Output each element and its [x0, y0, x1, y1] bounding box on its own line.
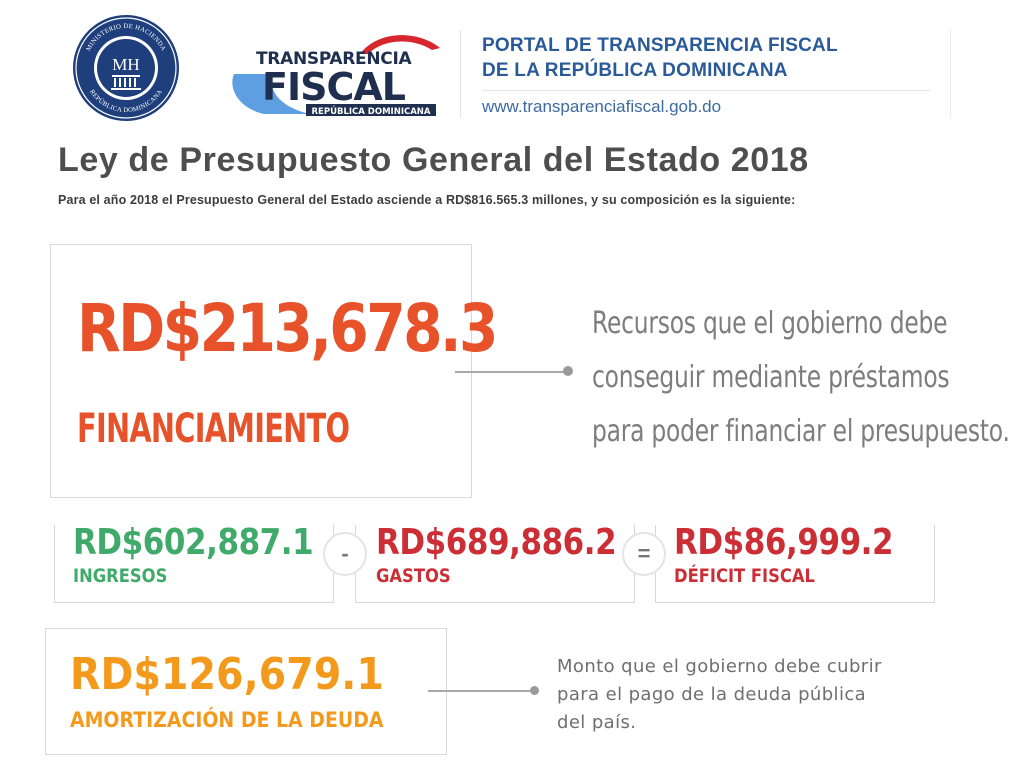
- logo-red-swoosh: [360, 35, 440, 54]
- portal-title: PORTAL DE TRANSPARENCIA FISCAL DE LA REP…: [482, 33, 942, 83]
- logo-line2: FISCAL: [262, 65, 406, 109]
- logo-blue-swoosh: [232, 74, 310, 114]
- financiamiento-description-line: para poder financiar el presupuesto.: [592, 414, 1010, 449]
- financiamiento-description-line: Recursos que el gobierno debe: [592, 306, 948, 341]
- equals-operator-icon: =: [622, 532, 666, 576]
- logo-line3: REPÚBLICA DOMINICANA: [311, 105, 430, 117]
- building-icon: [111, 75, 141, 90]
- portal-rule: [482, 90, 930, 91]
- amortizacion-description-line: Monto que el gobierno debe cubrir: [557, 656, 882, 677]
- page-title: Ley de Presupuesto General del Estado 20…: [58, 141, 809, 179]
- portal-title-line1: PORTAL DE TRANSPARENCIA FISCAL: [482, 35, 838, 56]
- amortizacion-connector-line: [428, 690, 532, 692]
- financiamiento-connector-line: [455, 371, 565, 373]
- amortizacion-card: [45, 628, 447, 755]
- ingresos-amount: RD$602,887.1: [73, 522, 314, 563]
- amortizacion-connector-dot: [530, 686, 539, 695]
- financiamiento-amount: RD$213,678.3: [77, 290, 499, 367]
- portal-url-link[interactable]: www.transparenciafiscal.gob.do: [482, 97, 722, 116]
- financiamiento-description-line: conseguir mediante préstamos: [592, 360, 950, 395]
- portal-title-line2: DE LA REPÚBLICA DOMINICANA: [482, 60, 788, 81]
- gastos-label: GASTOS: [376, 565, 451, 587]
- minus-operator-icon: -: [323, 532, 367, 576]
- amortizacion-description-line: para el pago de la deuda pública: [557, 684, 867, 705]
- logo-line1: TRANSPARENCIA: [256, 49, 413, 69]
- financiamiento-connector-dot: [563, 366, 573, 376]
- header-divider-right: [950, 30, 951, 118]
- amortizacion-label: AMORTIZACIÓN DE LA DEUDA: [70, 708, 384, 732]
- logo-bar: [306, 104, 436, 116]
- header-divider: [460, 30, 461, 118]
- financiamiento-card: [50, 244, 472, 498]
- amortizacion-amount: RD$126,679.1: [70, 649, 384, 700]
- seal-monogram: MH: [112, 55, 139, 74]
- deficit-label: DÉFICIT FISCAL: [674, 565, 815, 587]
- deficit-amount: RD$86,999.2: [674, 522, 894, 563]
- transparencia-fiscal-logo: TRANSPARENCIA FISCAL REPÚBLICA DOMINICAN…: [232, 35, 440, 117]
- gastos-amount: RD$689,886.2: [376, 522, 617, 563]
- ingresos-label: INGRESOS: [73, 565, 168, 587]
- ministerio-hacienda-seal-logo: MINISTERIO DE HACIENDA REPÚBLICA DOMINIC…: [73, 15, 179, 121]
- financiamiento-label: FINANCIAMIENTO: [77, 406, 350, 452]
- page-subtitle: Para el año 2018 el Presupuesto General …: [58, 193, 796, 207]
- amortizacion-description-line: del país.: [557, 712, 637, 733]
